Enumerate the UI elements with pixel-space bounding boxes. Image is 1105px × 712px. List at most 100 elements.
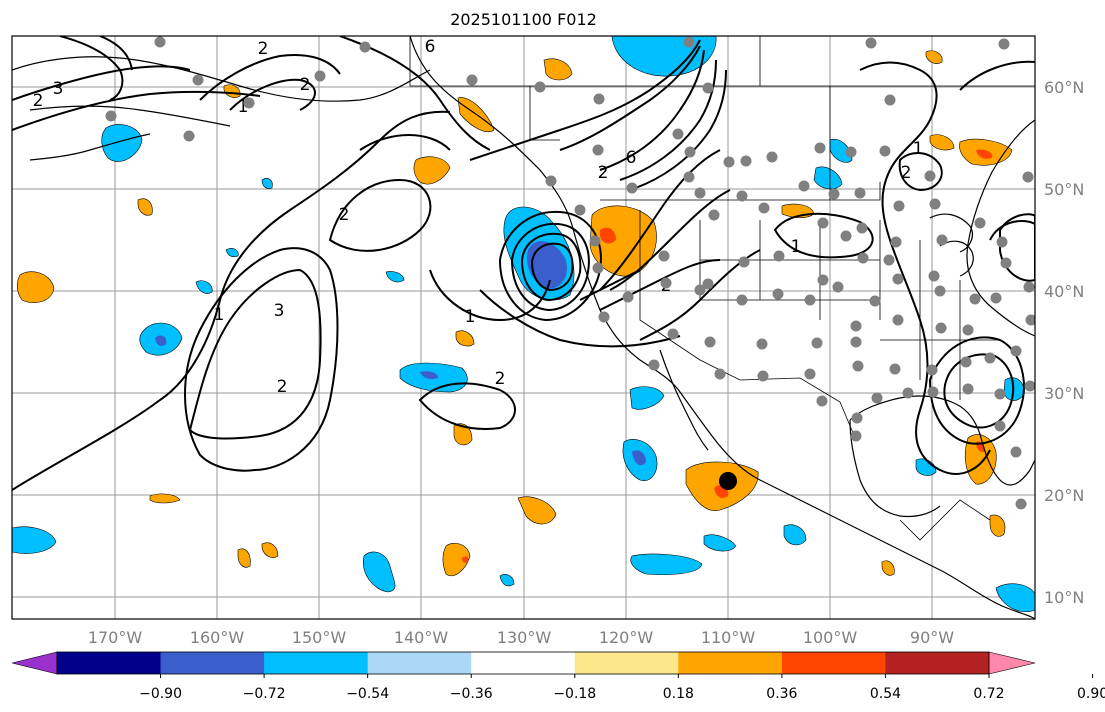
station-dot: [359, 41, 371, 53]
contour-label: 6: [425, 37, 436, 57]
station-dot: [1015, 498, 1027, 510]
station-dot: [757, 370, 769, 382]
station-dot: [851, 412, 863, 424]
contour-label: 1: [913, 139, 924, 159]
station-dot: [832, 281, 844, 293]
station-dot: [154, 36, 166, 48]
longitude-label: 130°W: [497, 628, 552, 647]
station-dot: [856, 222, 868, 234]
longitude-label: 150°W: [292, 628, 347, 647]
station-dot: [648, 359, 660, 371]
station-dot: [869, 295, 881, 307]
colorbar-segment: [264, 652, 369, 674]
station-dot: [928, 270, 940, 282]
station-dot: [883, 254, 895, 266]
station-dot: [850, 320, 862, 332]
colorbar-segment: [781, 652, 886, 674]
station-dot: [589, 235, 601, 247]
station-dot: [766, 151, 778, 163]
colorbar-tick-label: 0.90: [1077, 686, 1105, 702]
station-dot: [622, 291, 634, 303]
colorbar-tick-label: −0.72: [243, 686, 286, 702]
station-dot: [1010, 446, 1022, 458]
station-dot: [817, 217, 829, 229]
contour-label: 3: [274, 301, 285, 321]
colorbar-tick-label: 0.72: [973, 686, 1004, 702]
contour-label: 1: [791, 237, 802, 257]
station-dot: [1010, 345, 1022, 357]
contour-label: 2: [495, 369, 506, 389]
station-dot: [773, 250, 785, 262]
station-dot: [708, 209, 720, 221]
colorbar-tick-labels: −0.90 −0.72 −0.54 −0.36 −0.18 0.18 0.36 0.54 0.7…: [139, 674, 1105, 702]
longitude-labels: 170°W 160°W 150°W 140°W 130°W 120°W 110°W 100°W…: [88, 628, 954, 647]
station-dot: [626, 182, 638, 194]
station-dot: [667, 328, 679, 340]
station-dot: [890, 236, 902, 248]
station-dot: [811, 337, 823, 349]
station-dot: [672, 128, 684, 140]
station-dot: [1000, 257, 1012, 269]
longitude-label: 100°W: [803, 628, 858, 647]
colorbar-tick-label: 0.36: [766, 686, 797, 702]
station-dot: [183, 130, 195, 142]
station-dot: [683, 171, 695, 183]
station-dot: [772, 288, 784, 300]
latitude-label: 30°N: [1044, 384, 1084, 403]
colorbar-tick-label: 0.18: [663, 686, 694, 702]
station-dot: [889, 363, 901, 375]
station-dot: [694, 284, 706, 296]
station-dot: [934, 285, 946, 297]
colorbar-extend-high: [988, 651, 1036, 675]
location-marker: [719, 472, 737, 490]
station-dot: [736, 294, 748, 306]
station-dot: [545, 175, 557, 187]
station-dot: [804, 294, 816, 306]
station-dot: [105, 110, 117, 122]
graticule: [12, 36, 1035, 619]
station-dot: [840, 230, 852, 242]
map-title: 2025101100 F012: [450, 10, 597, 29]
colorbar-tick-label: −0.36: [450, 686, 493, 702]
station-dot: [960, 356, 972, 368]
station-dot: [804, 368, 816, 380]
station-dot: [854, 187, 866, 199]
station-dot: [740, 155, 752, 167]
longitude-label: 90°W: [910, 628, 954, 647]
station-dot: [962, 383, 974, 395]
station-dot: [994, 420, 1006, 432]
contour-label: 2: [258, 39, 269, 59]
station-dot: [974, 217, 986, 229]
station-dot: [817, 274, 829, 286]
station-dot: [879, 145, 891, 157]
station-dot: [1024, 380, 1035, 392]
station-dot: [723, 156, 735, 168]
station-dot: [1022, 171, 1034, 183]
station-dot: [660, 277, 672, 289]
station-dot: [998, 38, 1010, 50]
colorbar-tick-label: 0.54: [870, 686, 901, 702]
station-dot: [593, 93, 605, 105]
station-dot: [758, 202, 770, 214]
station-dot: [852, 360, 864, 372]
latitude-label: 60°N: [1044, 78, 1084, 97]
station-dot: [658, 250, 670, 262]
contour-label: 2: [300, 75, 311, 95]
station-dot: [814, 142, 826, 154]
station-dot: [756, 338, 768, 350]
longitude-label: 110°W: [701, 628, 756, 647]
station-dot: [683, 36, 695, 48]
station-dots: [105, 36, 1035, 510]
station-dot: [466, 74, 478, 86]
station-dot: [927, 386, 939, 398]
latitude-label: 20°N: [1044, 486, 1084, 505]
station-dot: [702, 278, 714, 290]
longitude-label: 140°W: [394, 628, 449, 647]
colorbar-tick-label: −0.54: [346, 686, 389, 702]
station-dot: [798, 180, 810, 192]
station-dot: [534, 81, 546, 93]
station-dot: [936, 234, 948, 246]
station-dot: [845, 146, 857, 158]
latitude-labels: 60°N 50°N 40°N 30°N 20°N 10°N: [1044, 78, 1084, 607]
